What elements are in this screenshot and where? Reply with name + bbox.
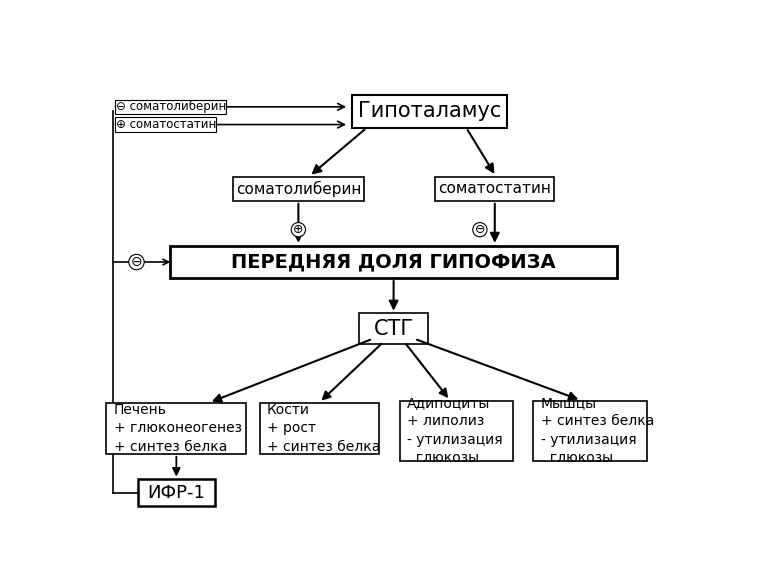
Text: Печень
+ глюконеогенез
+ синтез белка: Печень + глюконеогенез + синтез белка [114, 403, 242, 454]
Text: ⊕: ⊕ [293, 223, 303, 236]
Text: ПЕРЕДНЯЯ ДОЛЯ ГИПОФИЗА: ПЕРЕДНЯЯ ДОЛЯ ГИПОФИЗА [231, 252, 556, 271]
FancyBboxPatch shape [534, 401, 647, 461]
FancyBboxPatch shape [260, 403, 379, 454]
FancyBboxPatch shape [352, 94, 507, 128]
FancyBboxPatch shape [137, 479, 215, 506]
FancyBboxPatch shape [107, 403, 247, 454]
Text: СТГ: СТГ [373, 319, 414, 339]
FancyBboxPatch shape [359, 313, 428, 344]
Text: ⊖: ⊖ [131, 255, 142, 269]
Text: ИФР-1: ИФР-1 [147, 484, 205, 502]
Text: ⊖: ⊖ [475, 223, 485, 236]
Text: Мышцы
+ синтез белка
- утилизация
  глюкозы: Мышцы + синтез белка - утилизация глюкоз… [541, 396, 654, 465]
Text: ⊕ соматостатин: ⊕ соматостатин [116, 118, 216, 131]
Text: Кости
+ рост
+ синтез белка: Кости + рост + синтез белка [266, 403, 380, 454]
Text: соматостатин: соматостатин [439, 181, 551, 196]
FancyBboxPatch shape [170, 246, 617, 278]
FancyBboxPatch shape [233, 177, 364, 201]
FancyBboxPatch shape [399, 401, 513, 461]
FancyBboxPatch shape [435, 177, 554, 201]
Text: Адипоциты
+ липолиз
- утилизация
  глюкозы: Адипоциты + липолиз - утилизация глюкозы [407, 396, 502, 465]
Text: соматолиберин: соматолиберин [236, 181, 361, 197]
Text: ⊖ соматолиберин: ⊖ соматолиберин [116, 100, 226, 113]
Text: Гипоталамус: Гипоталамус [358, 101, 501, 122]
